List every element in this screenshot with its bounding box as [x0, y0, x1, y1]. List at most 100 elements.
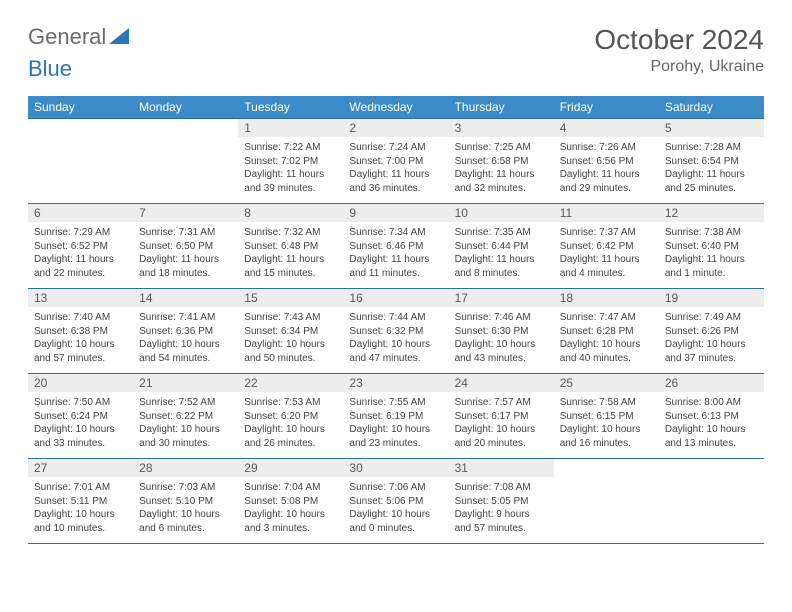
day-details: Sunrise: 7:52 AMSunset: 6:22 PMDaylight:…: [133, 392, 238, 454]
day-number: 4: [554, 119, 659, 137]
day-number: 8: [238, 204, 343, 222]
day-number: 9: [343, 204, 448, 222]
calendar-cell: 20Sunrise: 7:50 AMSunset: 6:24 PMDayligh…: [28, 374, 133, 459]
day-number: 1: [238, 119, 343, 137]
day-details: Sunrise: 7:35 AMSunset: 6:44 PMDaylight:…: [449, 222, 554, 284]
day-details: Sunrise: 7:28 AMSunset: 6:54 PMDaylight:…: [659, 137, 764, 199]
day-number: 12: [659, 204, 764, 222]
calendar-cell: 25Sunrise: 7:58 AMSunset: 6:15 PMDayligh…: [554, 374, 659, 459]
day-details: Sunrise: 7:03 AMSunset: 5:10 PMDaylight:…: [133, 477, 238, 539]
weekday-header: Friday: [554, 96, 659, 119]
day-details: Sunrise: 7:37 AMSunset: 6:42 PMDaylight:…: [554, 222, 659, 284]
day-number: 27: [28, 459, 133, 477]
calendar-cell: 4Sunrise: 7:26 AMSunset: 6:56 PMDaylight…: [554, 119, 659, 204]
day-details: Sunrise: 7:25 AMSunset: 6:58 PMDaylight:…: [449, 137, 554, 199]
day-number: 13: [28, 289, 133, 307]
day-details: Sunrise: 7:32 AMSunset: 6:48 PMDaylight:…: [238, 222, 343, 284]
calendar-cell: 23Sunrise: 7:55 AMSunset: 6:19 PMDayligh…: [343, 374, 448, 459]
day-number: 26: [659, 374, 764, 392]
calendar-cell: 9Sunrise: 7:34 AMSunset: 6:46 PMDaylight…: [343, 204, 448, 289]
day-number: 25: [554, 374, 659, 392]
calendar-cell: 28Sunrise: 7:03 AMSunset: 5:10 PMDayligh…: [133, 459, 238, 544]
day-details: Sunrise: 7:57 AMSunset: 6:17 PMDaylight:…: [449, 392, 554, 454]
month-title: October 2024: [594, 24, 764, 56]
day-number: 22: [238, 374, 343, 392]
day-details: Sunrise: 7:34 AMSunset: 6:46 PMDaylight:…: [343, 222, 448, 284]
calendar-cell: 24Sunrise: 7:57 AMSunset: 6:17 PMDayligh…: [449, 374, 554, 459]
day-details: Sunrise: 7:04 AMSunset: 5:08 PMDaylight:…: [238, 477, 343, 539]
calendar-body: 1Sunrise: 7:22 AMSunset: 7:02 PMDaylight…: [28, 119, 764, 544]
weekday-header: Saturday: [659, 96, 764, 119]
weekday-row: SundayMondayTuesdayWednesdayThursdayFrid…: [28, 96, 764, 119]
calendar-cell: 10Sunrise: 7:35 AMSunset: 6:44 PMDayligh…: [449, 204, 554, 289]
day-details: Sunrise: 7:24 AMSunset: 7:00 PMDaylight:…: [343, 137, 448, 199]
calendar: SundayMondayTuesdayWednesdayThursdayFrid…: [28, 96, 764, 544]
weekday-header: Wednesday: [343, 96, 448, 119]
calendar-cell: 7Sunrise: 7:31 AMSunset: 6:50 PMDaylight…: [133, 204, 238, 289]
logo-text-1: General: [28, 24, 106, 50]
day-number: 5: [659, 119, 764, 137]
calendar-cell: 6Sunrise: 7:29 AMSunset: 6:52 PMDaylight…: [28, 204, 133, 289]
day-details: Sunrise: 7:31 AMSunset: 6:50 PMDaylight:…: [133, 222, 238, 284]
day-number: 19: [659, 289, 764, 307]
day-details: Sunrise: 7:58 AMSunset: 6:15 PMDaylight:…: [554, 392, 659, 454]
day-number: 11: [554, 204, 659, 222]
calendar-cell: 5Sunrise: 7:28 AMSunset: 6:54 PMDaylight…: [659, 119, 764, 204]
calendar-cell: 1Sunrise: 7:22 AMSunset: 7:02 PMDaylight…: [238, 119, 343, 204]
day-number: 28: [133, 459, 238, 477]
day-number: 7: [133, 204, 238, 222]
calendar-cell: 3Sunrise: 7:25 AMSunset: 6:58 PMDaylight…: [449, 119, 554, 204]
day-details: Sunrise: 7:40 AMSunset: 6:38 PMDaylight:…: [28, 307, 133, 369]
weekday-header: Thursday: [449, 96, 554, 119]
day-number: 21: [133, 374, 238, 392]
calendar-row: 13Sunrise: 7:40 AMSunset: 6:38 PMDayligh…: [28, 289, 764, 374]
day-details: Sunrise: 7:26 AMSunset: 6:56 PMDaylight:…: [554, 137, 659, 199]
day-number: 29: [238, 459, 343, 477]
day-details: Sunrise: 7:55 AMSunset: 6:19 PMDaylight:…: [343, 392, 448, 454]
day-number: 31: [449, 459, 554, 477]
day-details: Sunrise: 7:47 AMSunset: 6:28 PMDaylight:…: [554, 307, 659, 369]
day-details: Sunrise: 7:44 AMSunset: 6:32 PMDaylight:…: [343, 307, 448, 369]
calendar-row: 27Sunrise: 7:01 AMSunset: 5:11 PMDayligh…: [28, 459, 764, 544]
day-details: Sunrise: 7:29 AMSunset: 6:52 PMDaylight:…: [28, 222, 133, 284]
calendar-cell-empty: [659, 459, 764, 544]
calendar-cell: 13Sunrise: 7:40 AMSunset: 6:38 PMDayligh…: [28, 289, 133, 374]
logo-triangle-icon: [109, 24, 129, 50]
day-number: 6: [28, 204, 133, 222]
calendar-cell: 17Sunrise: 7:46 AMSunset: 6:30 PMDayligh…: [449, 289, 554, 374]
calendar-cell: 29Sunrise: 7:04 AMSunset: 5:08 PMDayligh…: [238, 459, 343, 544]
day-details: Sunrise: 7:01 AMSunset: 5:11 PMDaylight:…: [28, 477, 133, 539]
day-number: 23: [343, 374, 448, 392]
day-details: Sunrise: 7:38 AMSunset: 6:40 PMDaylight:…: [659, 222, 764, 284]
calendar-cell-empty: [133, 119, 238, 204]
logo-text-2: Blue: [28, 56, 764, 82]
calendar-cell: 30Sunrise: 7:06 AMSunset: 5:06 PMDayligh…: [343, 459, 448, 544]
day-details: Sunrise: 7:06 AMSunset: 5:06 PMDaylight:…: [343, 477, 448, 539]
day-details: Sunrise: 7:43 AMSunset: 6:34 PMDaylight:…: [238, 307, 343, 369]
day-details: Sunrise: 7:41 AMSunset: 6:36 PMDaylight:…: [133, 307, 238, 369]
day-number: 10: [449, 204, 554, 222]
day-details: Sunrise: 8:00 AMSunset: 6:13 PMDaylight:…: [659, 392, 764, 454]
day-details: Sunrise: 7:50 AMSunset: 6:24 PMDaylight:…: [28, 392, 133, 454]
calendar-cell: 16Sunrise: 7:44 AMSunset: 6:32 PMDayligh…: [343, 289, 448, 374]
day-details: Sunrise: 7:53 AMSunset: 6:20 PMDaylight:…: [238, 392, 343, 454]
day-number: 20: [28, 374, 133, 392]
calendar-cell: 27Sunrise: 7:01 AMSunset: 5:11 PMDayligh…: [28, 459, 133, 544]
day-details: Sunrise: 7:46 AMSunset: 6:30 PMDaylight:…: [449, 307, 554, 369]
day-number: 14: [133, 289, 238, 307]
calendar-cell: 18Sunrise: 7:47 AMSunset: 6:28 PMDayligh…: [554, 289, 659, 374]
day-number: 17: [449, 289, 554, 307]
calendar-cell: 26Sunrise: 8:00 AMSunset: 6:13 PMDayligh…: [659, 374, 764, 459]
day-details: Sunrise: 7:49 AMSunset: 6:26 PMDaylight:…: [659, 307, 764, 369]
calendar-cell-empty: [28, 119, 133, 204]
day-number: 18: [554, 289, 659, 307]
calendar-cell: 8Sunrise: 7:32 AMSunset: 6:48 PMDaylight…: [238, 204, 343, 289]
weekday-header: Sunday: [28, 96, 133, 119]
day-number: 24: [449, 374, 554, 392]
calendar-row: 6Sunrise: 7:29 AMSunset: 6:52 PMDaylight…: [28, 204, 764, 289]
day-number: 16: [343, 289, 448, 307]
calendar-cell: 12Sunrise: 7:38 AMSunset: 6:40 PMDayligh…: [659, 204, 764, 289]
logo: General: [28, 24, 129, 50]
day-details: Sunrise: 7:08 AMSunset: 5:05 PMDaylight:…: [449, 477, 554, 539]
weekday-header: Monday: [133, 96, 238, 119]
